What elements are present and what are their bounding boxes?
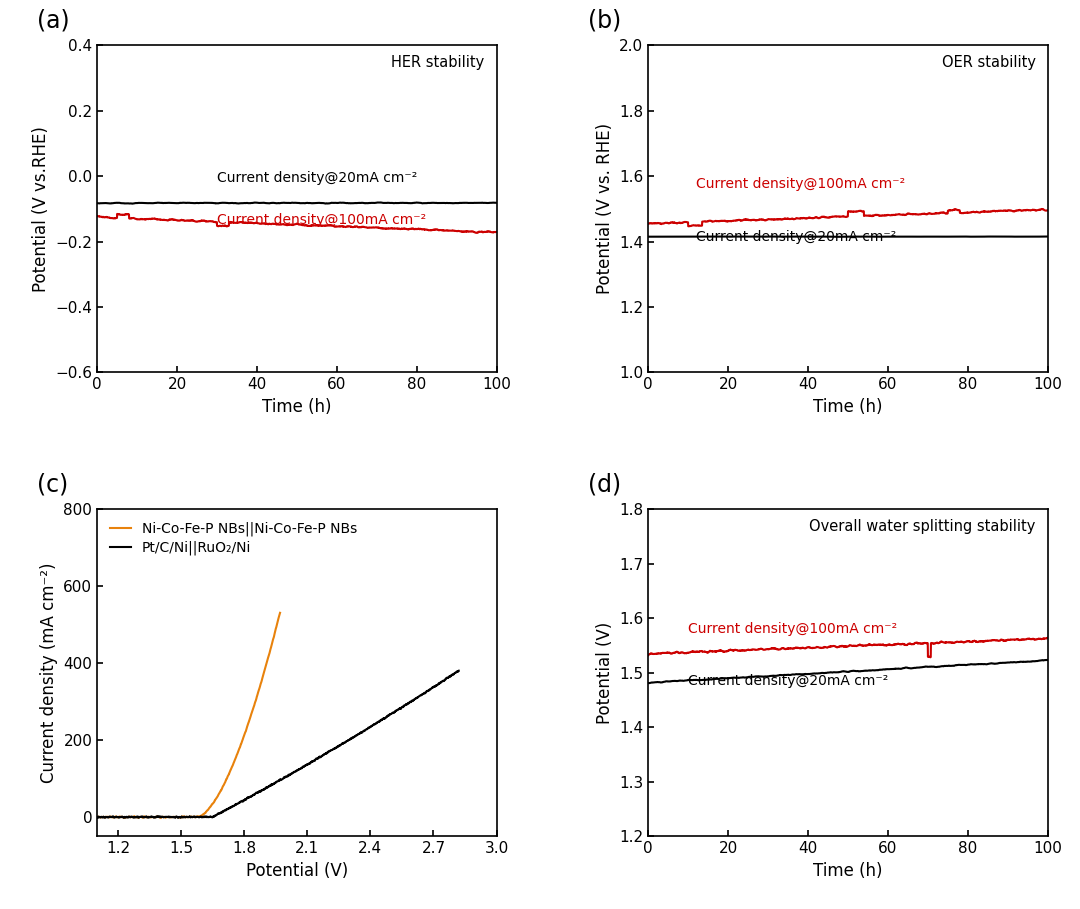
Text: Current density@20mA cm⁻²: Current density@20mA cm⁻² [217,171,417,185]
Y-axis label: Current density (mA cm⁻²): Current density (mA cm⁻²) [40,563,58,784]
Y-axis label: Potential (V): Potential (V) [595,622,613,724]
Text: (a): (a) [38,8,70,33]
Text: OER stability: OER stability [942,55,1036,70]
X-axis label: Time (h): Time (h) [813,862,882,880]
Text: Overall water splitting stability: Overall water splitting stability [809,519,1036,534]
Text: Current density@100mA cm⁻²: Current density@100mA cm⁻² [217,214,427,227]
X-axis label: Time (h): Time (h) [262,397,332,415]
Y-axis label: Potential (V vs. RHE): Potential (V vs. RHE) [595,124,613,295]
Text: (c): (c) [38,473,68,496]
Text: (d): (d) [589,473,621,496]
X-axis label: Potential (V): Potential (V) [246,862,348,880]
X-axis label: Time (h): Time (h) [813,397,882,415]
Text: (b): (b) [589,8,622,33]
Text: Current density@20mA cm⁻²: Current density@20mA cm⁻² [688,674,889,688]
Legend: Ni-Co-Fe-P NBs||Ni-Co-Fe-P NBs, Pt/C/Ni||RuO₂/Ni: Ni-Co-Fe-P NBs||Ni-Co-Fe-P NBs, Pt/C/Ni|… [104,516,363,561]
Y-axis label: Potential (V vs.RHE): Potential (V vs.RHE) [31,126,50,292]
Text: Current density@20mA cm⁻²: Current density@20mA cm⁻² [697,230,896,244]
Text: Current density@100mA cm⁻²: Current density@100mA cm⁻² [688,622,897,635]
Text: HER stability: HER stability [391,55,485,70]
Text: Current density@100mA cm⁻²: Current density@100mA cm⁻² [697,177,905,191]
